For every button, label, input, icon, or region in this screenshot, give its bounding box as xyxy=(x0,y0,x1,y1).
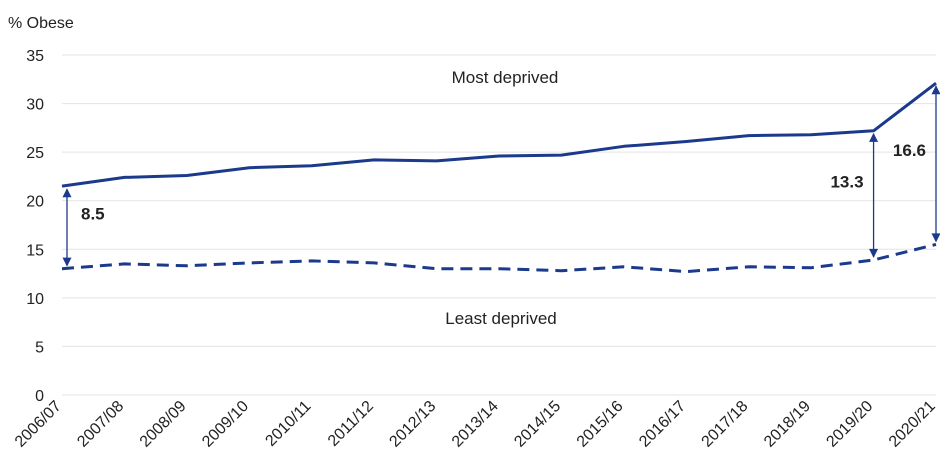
series-label-least-deprived: Least deprived xyxy=(445,309,557,328)
x-tick-label: 2017/18 xyxy=(699,398,752,451)
series-line-0 xyxy=(61,82,937,188)
gap-label: 8.5 xyxy=(81,204,105,223)
x-tick-label: 2011/12 xyxy=(325,398,377,450)
y-tick-label: 35 xyxy=(26,48,44,65)
y-axis-ticks: 0 5 10 15 20 25 30 35 xyxy=(26,48,44,405)
series-lines xyxy=(61,82,937,274)
x-tick-label: 2018/19 xyxy=(761,398,814,451)
x-tick-label: 2010/11 xyxy=(262,398,314,450)
gap-label: 13.3 xyxy=(830,172,863,191)
y-tick-label: 25 xyxy=(26,145,44,162)
x-tick-label: 2020/21 xyxy=(886,398,939,451)
gap-annotations: 8.5 13.3 16.6 xyxy=(62,85,940,267)
y-tick-label: 15 xyxy=(26,242,44,259)
y-tick-label: 5 xyxy=(35,339,44,356)
x-tick-label: 2006/07 xyxy=(12,398,65,451)
x-tick-label: 2014/15 xyxy=(511,398,564,451)
gridlines xyxy=(62,54,936,396)
gap-label: 16.6 xyxy=(893,141,926,160)
x-tick-label: 2015/16 xyxy=(574,398,627,451)
x-tick-label: 2012/13 xyxy=(386,398,439,451)
x-tick-label: 2016/17 xyxy=(636,398,689,451)
series-line-1 xyxy=(61,242,937,274)
y-axis-title: % Obese xyxy=(8,15,74,32)
series-label-most-deprived: Most deprived xyxy=(452,68,559,87)
y-tick-label: 0 xyxy=(35,388,44,405)
x-tick-label: 2007/08 xyxy=(74,398,127,451)
y-tick-label: 20 xyxy=(26,194,44,211)
y-tick-label: 10 xyxy=(26,291,44,308)
x-axis-ticks: 2006/07 2007/08 2008/09 2009/10 2010/11 2011/… xyxy=(12,398,939,451)
y-tick-label: 30 xyxy=(26,97,44,114)
x-tick-label: 2019/20 xyxy=(823,398,876,451)
x-tick-label: 2013/14 xyxy=(449,398,502,451)
x-tick-label: 2008/09 xyxy=(137,398,190,451)
x-tick-label: 2009/10 xyxy=(199,398,252,451)
